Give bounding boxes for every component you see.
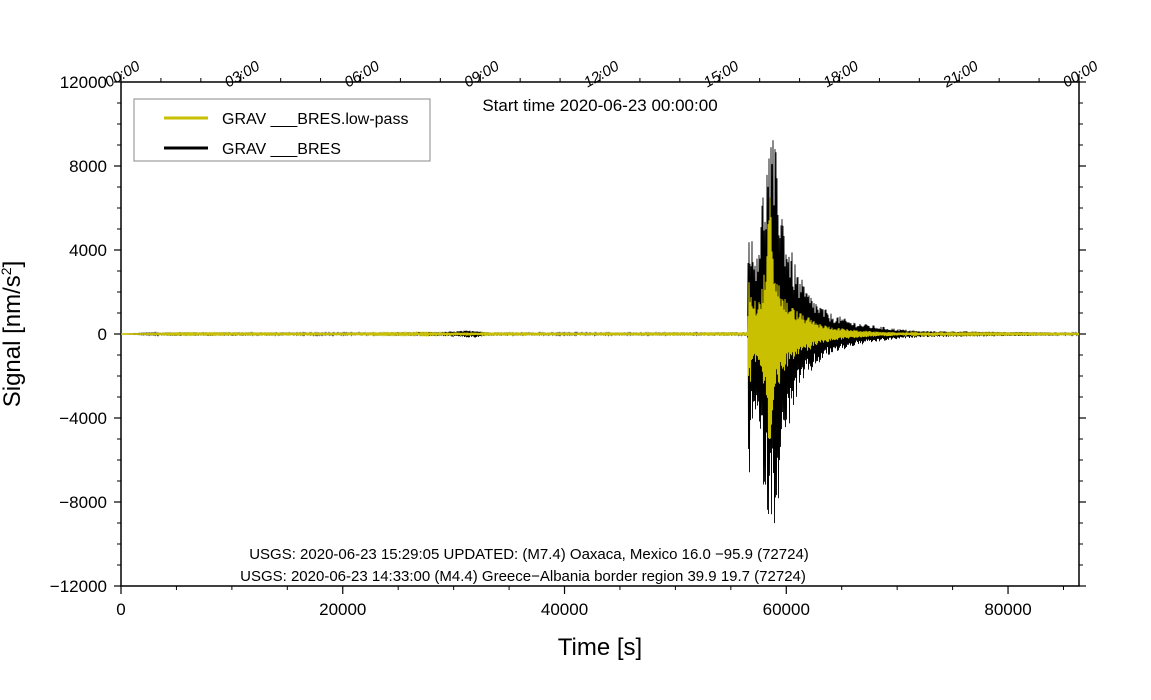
y-axis-title-main: Signal [nm/s xyxy=(0,275,26,407)
x-axis-title: Time [s] xyxy=(558,634,642,661)
top-tick-label: 00:00 xyxy=(1060,57,1102,91)
x-tick-label: 80000 xyxy=(984,600,1031,619)
y-tick-label: −4000 xyxy=(59,409,107,428)
y-tick-label: −12000 xyxy=(50,577,107,596)
y-tick-label: 0 xyxy=(98,325,107,344)
x-tick-label: 0 xyxy=(116,600,125,619)
x-axis: 0 20000 40000 60000 80000 xyxy=(116,586,1064,619)
y-axis-title-close: ] xyxy=(0,261,26,268)
y-axis-title: Signal [nm/s2] xyxy=(0,261,26,408)
y-axis-title-sup: 2 xyxy=(0,267,14,275)
y-tick-label: 8000 xyxy=(69,157,107,176)
legend-box xyxy=(133,98,431,162)
legend: GRAV ___BRES.low-pass GRAV ___BRES xyxy=(133,98,431,162)
legend-label-raw: GRAV ___BRES xyxy=(222,141,341,158)
y-tick-label: 4000 xyxy=(69,241,107,260)
legend-label-lowpass: GRAV ___BRES.low-pass xyxy=(222,111,408,128)
y-tick-label: 12000 xyxy=(60,73,107,92)
x-tick-label: 20000 xyxy=(319,600,366,619)
traces xyxy=(120,140,1080,524)
annotation-oaxaca: USGS: 2020-06-23 15:29:05 UPDATED: (M7.4… xyxy=(249,546,809,563)
y-tick-label: −8000 xyxy=(59,493,107,512)
x-tick-label: 40000 xyxy=(541,600,588,619)
chart-title: Start time 2020-06-23 00:00:00 xyxy=(482,96,717,115)
y-axis: −12000 −8000 −4000 0 4000 8000 12000 xyxy=(50,73,1086,596)
annotation-greece: USGS: 2020-06-23 14:33:00 (M4.4) Greece−… xyxy=(240,568,806,585)
x-tick-label: 60000 xyxy=(763,600,810,619)
